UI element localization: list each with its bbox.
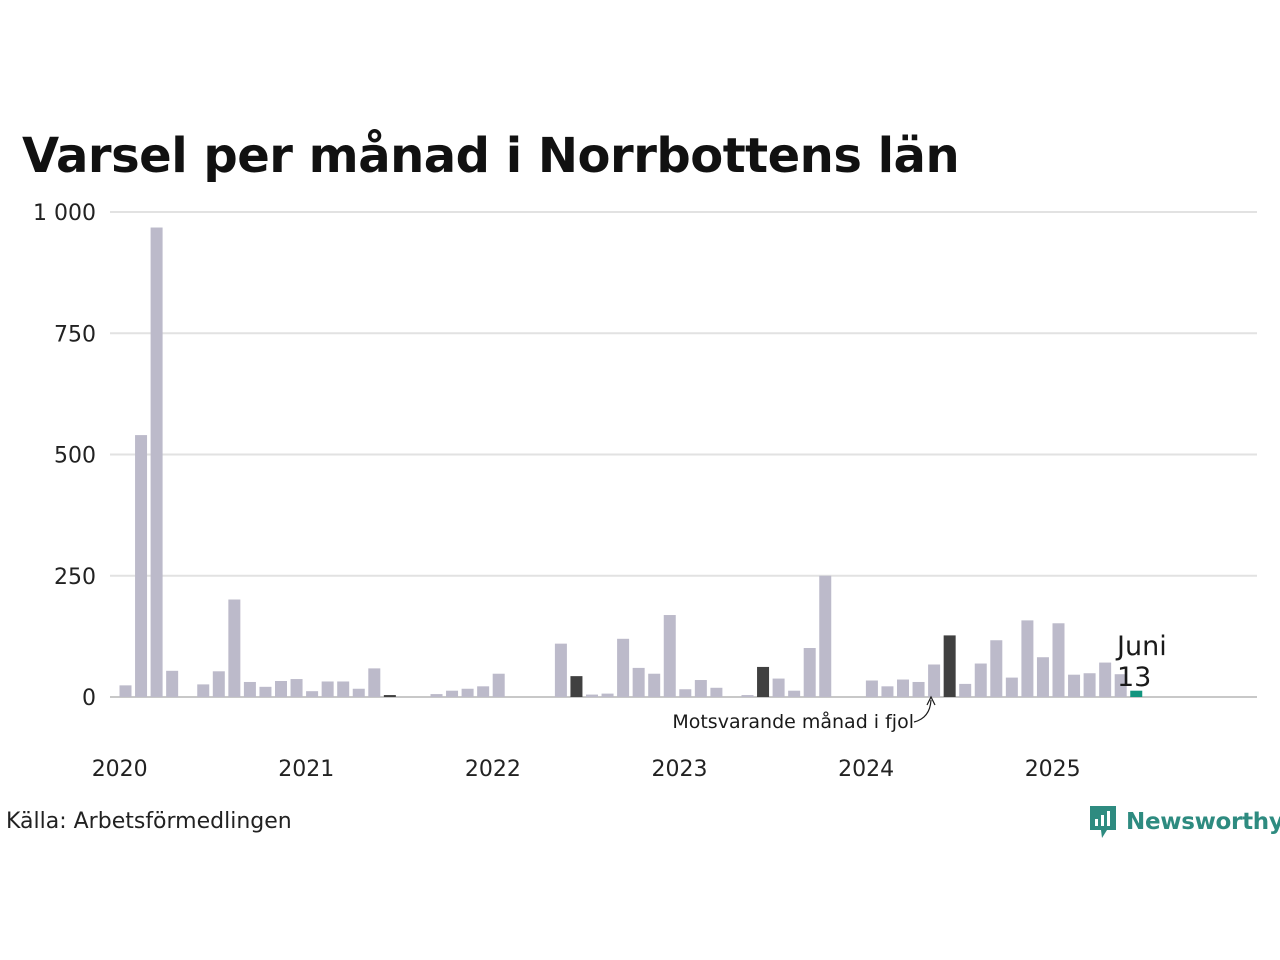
x-tick-label: 2021: [278, 757, 334, 782]
bar-2020-11: [275, 681, 287, 697]
y-tick-label: 750: [54, 322, 96, 347]
bar-2024-10: [1005, 677, 1018, 697]
bar-2024-05: [928, 664, 941, 697]
bar-2020-08: [228, 599, 241, 697]
chart-title: Varsel per månad i Norrbottens län: [22, 128, 960, 184]
bar-2025-02: [1068, 674, 1081, 697]
annotation-arrowhead: [926, 695, 936, 706]
bar-2023-02: [694, 680, 707, 697]
bar-2024-06: [943, 635, 956, 697]
bar-2020-10: [259, 686, 272, 697]
bar-2022-06: [570, 676, 583, 697]
annotations: Motsvarande månad i fjol Juni 13: [672, 631, 1166, 733]
y-tick-label: 0: [82, 686, 96, 711]
bar-2021-06: [383, 695, 396, 697]
bar-2024-07: [959, 683, 972, 697]
bar-2024-02: [881, 686, 894, 697]
bar-2024-11: [1021, 620, 1034, 697]
bar-2023-01: [679, 689, 692, 697]
bar-2024-04: [912, 681, 925, 697]
bar-2022-05: [554, 643, 567, 697]
brand-logo: Newsworthy: [1088, 804, 1280, 840]
y-axis-ticks: 0 250 500 750 1 000: [33, 201, 96, 711]
bar-2020-04: [166, 670, 179, 697]
annotation-label: Motsvarande månad i fjol: [672, 710, 914, 733]
x-tick-label: 2023: [652, 757, 708, 782]
bar-2021-12: [477, 686, 490, 697]
bar-2025-01: [1052, 623, 1065, 697]
x-tick-label: 2022: [465, 757, 521, 782]
bar-2025-06: [1130, 690, 1143, 697]
bar-2021-05: [368, 668, 381, 697]
bar-2023-03: [710, 687, 723, 697]
bar-2025-04: [1099, 662, 1112, 697]
bar-2021-11: [461, 688, 474, 697]
bars: [119, 227, 1143, 697]
bar-2022-07: [586, 694, 598, 697]
x-tick-label: 2025: [1025, 757, 1081, 782]
bar-2025-05: [1114, 674, 1127, 697]
bar-2024-08: [974, 663, 987, 697]
bar-2025-03: [1083, 673, 1096, 697]
x-tick-label: 2024: [838, 757, 894, 782]
current-value-label: 13: [1117, 662, 1151, 693]
bar-2022-09: [617, 638, 630, 697]
bar-2020-12: [290, 679, 303, 697]
bar-2024-12: [1036, 657, 1049, 697]
bar-2021-10: [446, 690, 459, 697]
x-axis-ticks: 2020 2021 2022 2023 2024 2025: [92, 757, 1081, 782]
y-tick-label: 250: [54, 565, 96, 590]
bar-2022-01: [492, 673, 505, 697]
x-tick-label: 2020: [92, 757, 148, 782]
bar-2024-03: [897, 679, 909, 697]
bar-2020-02: [135, 435, 148, 697]
current-month-label: Juni: [1115, 631, 1167, 662]
bar-2024-09: [990, 640, 1003, 697]
bar-2021-04: [352, 688, 365, 697]
bar-2021-01: [306, 691, 319, 697]
bar-2020-09: [243, 681, 256, 697]
bar-2020-03: [150, 227, 163, 697]
bar-2022-08: [601, 693, 614, 697]
bar-2021-02: [321, 681, 334, 697]
source-note: Källa: Arbetsförmedlingen: [6, 809, 292, 834]
bar-2020-06: [197, 684, 210, 697]
y-tick-label: 500: [54, 444, 96, 469]
bar-2023-10: [819, 575, 832, 697]
grid-lines: [110, 211, 1257, 698]
bar-2022-11: [648, 673, 661, 697]
brand-name: Newsworthy: [1126, 809, 1280, 835]
bar-2023-05: [741, 695, 754, 697]
bar-2021-09: [430, 694, 443, 697]
newsworthy-logo-icon: [1090, 806, 1116, 838]
bar-2024-01: [865, 680, 878, 697]
annotation-arrow: [913, 699, 932, 723]
bar-2020-07: [212, 671, 225, 697]
bar-2022-12: [663, 615, 676, 697]
bar-2023-08: [788, 690, 801, 697]
y-tick-label: 1 000: [33, 201, 96, 226]
bar-2023-09: [803, 648, 816, 697]
bar-2023-07: [772, 678, 785, 697]
bar-2020-01: [119, 685, 132, 697]
bar-2022-10: [632, 667, 645, 697]
bar-2023-06: [757, 666, 770, 697]
bar-2021-03: [337, 681, 350, 697]
